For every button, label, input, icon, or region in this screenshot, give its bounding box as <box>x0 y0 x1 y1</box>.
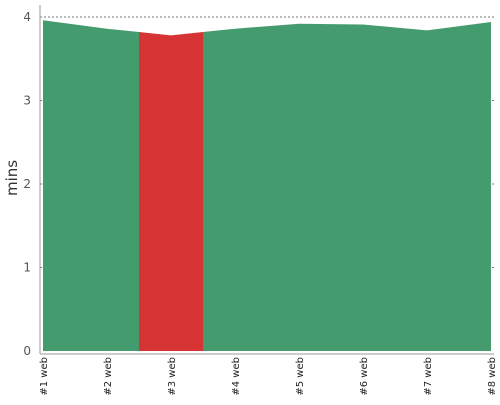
label-layer: mins <box>3 160 21 196</box>
area-segment-after-highlight <box>203 22 491 351</box>
area-segment-before-highlight <box>43 20 139 351</box>
x-tick-label: #7 web <box>423 357 434 396</box>
x-tick-label: #8 web <box>487 357 498 396</box>
y-tick-label: 2 <box>23 177 31 191</box>
area-layer <box>43 20 491 351</box>
x-tick-label: #1 web <box>39 357 50 396</box>
area-segment-highlight <box>139 32 203 351</box>
y-axis-label: mins <box>3 160 21 196</box>
y-tick-label: 4 <box>23 10 31 24</box>
y-tick-label: 1 <box>23 261 31 275</box>
y-tick-label: 0 <box>23 344 31 358</box>
x-tick-label: #6 web <box>359 357 370 396</box>
x-tick-label: #4 web <box>231 357 242 396</box>
x-tick-label: #2 web <box>103 357 114 396</box>
x-tick-label: #5 web <box>295 357 306 396</box>
x-tick-label: #3 web <box>167 357 178 396</box>
y-tick-label: 3 <box>23 94 31 108</box>
